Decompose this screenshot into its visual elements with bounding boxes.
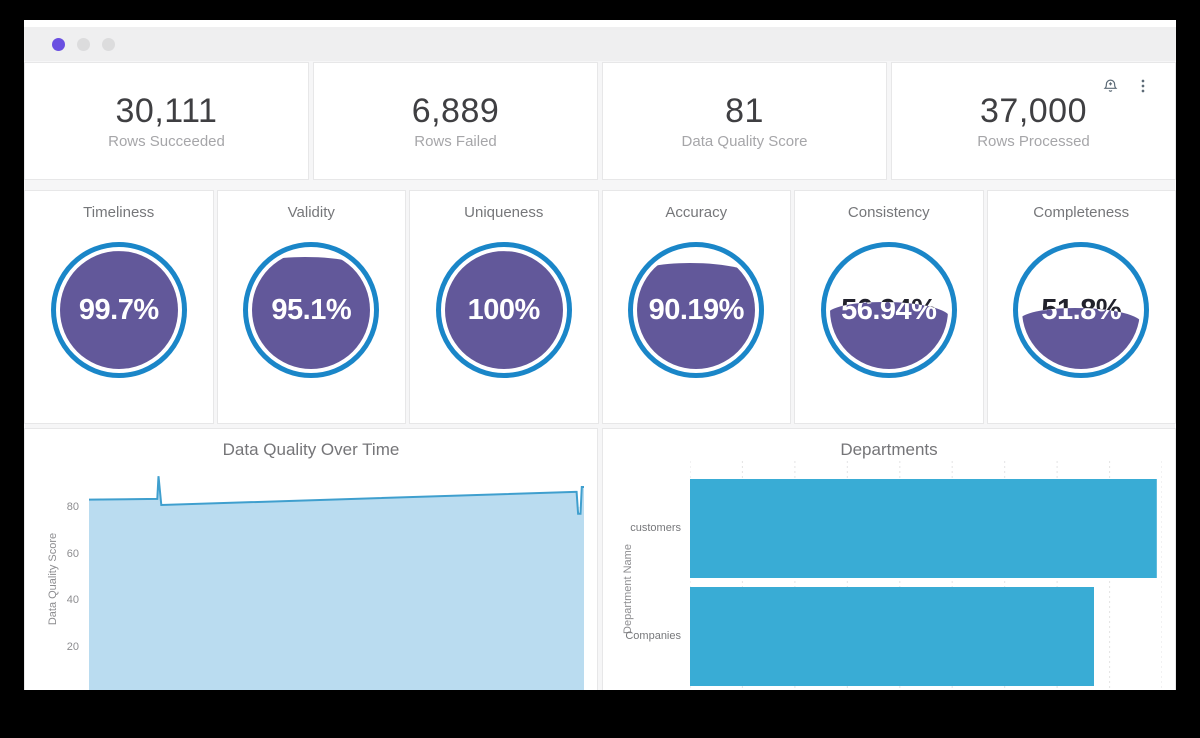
y-axis-tick-label: 60 [66, 547, 79, 560]
stats-row: 30,111 Rows Succeeded 6,889 Rows Failed … [24, 62, 1176, 180]
gauge-fill-area: 95.1% 95.1% [252, 251, 371, 369]
gauge-percent-text-submerged: 95.1% [271, 293, 352, 326]
stat-card-rows-failed: 6,889 Rows Failed [313, 62, 598, 180]
y-axis-tick-label: 80 [66, 500, 79, 513]
charts-row: Data Quality Over Time Data Quality Scor… [24, 428, 1176, 690]
stat-value: 37,000 [980, 92, 1087, 130]
gauge-title: Consistency [847, 204, 930, 221]
gauge-card-consistency: Consistency 56.94% 56.94% [794, 190, 984, 424]
gauge-card-uniqueness: Uniqueness 100% 100% [409, 190, 599, 424]
stat-value: 30,111 [115, 92, 218, 130]
liquid-gauge: 56.94% 56.94% [820, 242, 957, 378]
stat-label: Rows Succeeded [108, 133, 225, 150]
gauge-title: Completeness [1033, 204, 1130, 221]
kebab-menu-icon[interactable] [1135, 78, 1151, 94]
gauge-percent-text-submerged: 56.94% [841, 301, 937, 326]
chart-title: Departments [840, 440, 938, 459]
stat-label: Rows Processed [977, 133, 1090, 150]
gauge-water: 95.1% [252, 256, 371, 369]
departments-plot [690, 461, 1162, 690]
gauge-fill-area: 100% 100% [444, 251, 563, 369]
gauge-water: 51.8% [1022, 307, 1141, 369]
gauge-water: 100% [444, 251, 563, 369]
stat-card-data-quality-score: 81 Data Quality Score [602, 62, 887, 180]
gauge-card-validity: Validity 95.1% 95.1% [216, 190, 406, 424]
stat-value: 81 [725, 92, 764, 130]
dashboard-window: 30,111 Rows Succeeded 6,889 Rows Failed … [24, 20, 1176, 690]
titlebar-strip [24, 20, 1176, 27]
gauge-percent-text-submerged: 90.19% [648, 293, 745, 326]
stat-value: 6,889 [411, 92, 500, 130]
gauge-water: 99.7% [59, 251, 178, 369]
gauges-row: Timeliness 99.7% 99.7% Validity 95.1% 95… [24, 190, 1176, 424]
gauge-fill-area: 56.94% 56.94% [829, 251, 948, 369]
liquid-gauge: 90.19% 90.19% [628, 242, 765, 378]
window-control-dot[interactable] [102, 37, 115, 51]
departments-chart-card: Departments Department Name customers Com… [602, 428, 1176, 690]
window-control-dot-active[interactable] [52, 37, 65, 51]
gauge-card-completeness: Completeness 51.8% 51.8% [986, 190, 1176, 424]
gauge-title: Uniqueness [464, 204, 544, 221]
gauge-title: Accuracy [665, 204, 728, 221]
y-axis-tick-label: 40 [66, 594, 79, 607]
window-control-dot[interactable] [77, 37, 90, 51]
gauge-water: 90.19% [637, 262, 756, 369]
gauge-percent-text-submerged: 51.8% [1041, 307, 1122, 326]
gauge-percent-text-submerged: 99.7% [78, 293, 159, 326]
stat-card-rows-processed: 37,000 Rows Processed [891, 62, 1176, 180]
bar-category-label: customers [630, 521, 681, 534]
area-plot [89, 476, 584, 690]
gauge-fill-area: 99.7% 99.7% [59, 251, 178, 369]
bell-plus-icon[interactable] [1102, 77, 1119, 94]
dashboard-corner-icons [1102, 77, 1151, 94]
liquid-gauge: 100% 100% [435, 242, 572, 378]
liquid-gauge: 51.8% 51.8% [1013, 242, 1150, 378]
stat-label: Rows Failed [414, 133, 497, 150]
chart-title: Data Quality Over Time [222, 440, 400, 459]
gauge-fill-area: 51.8% 51.8% [1022, 251, 1141, 369]
gauge-title: Timeliness [83, 204, 155, 221]
y-axis-tick-label: 20 [66, 641, 79, 654]
gauge-title: Validity [287, 204, 335, 221]
area-chart-card: Data Quality Over Time Data Quality Scor… [24, 428, 598, 690]
stat-card-rows-succeeded: 30,111 Rows Succeeded [24, 62, 309, 180]
y-axis-title: Department Name [622, 544, 634, 634]
window-chrome [24, 27, 1176, 61]
gauge-water: 56.94% [829, 301, 948, 369]
liquid-gauge: 95.1% 95.1% [243, 242, 380, 378]
gauge-fill-area: 90.19% 90.19% [637, 251, 756, 369]
bar-category-label: Companies [625, 629, 681, 642]
liquid-gauge: 99.7% 99.7% [50, 242, 187, 378]
gauge-percent-text-submerged: 100% [467, 293, 541, 326]
gauge-card-timeliness: Timeliness 99.7% 99.7% [24, 190, 214, 424]
stat-label: Data Quality Score [681, 133, 808, 150]
gauge-card-accuracy: Accuracy 90.19% 90.19% [601, 190, 791, 424]
